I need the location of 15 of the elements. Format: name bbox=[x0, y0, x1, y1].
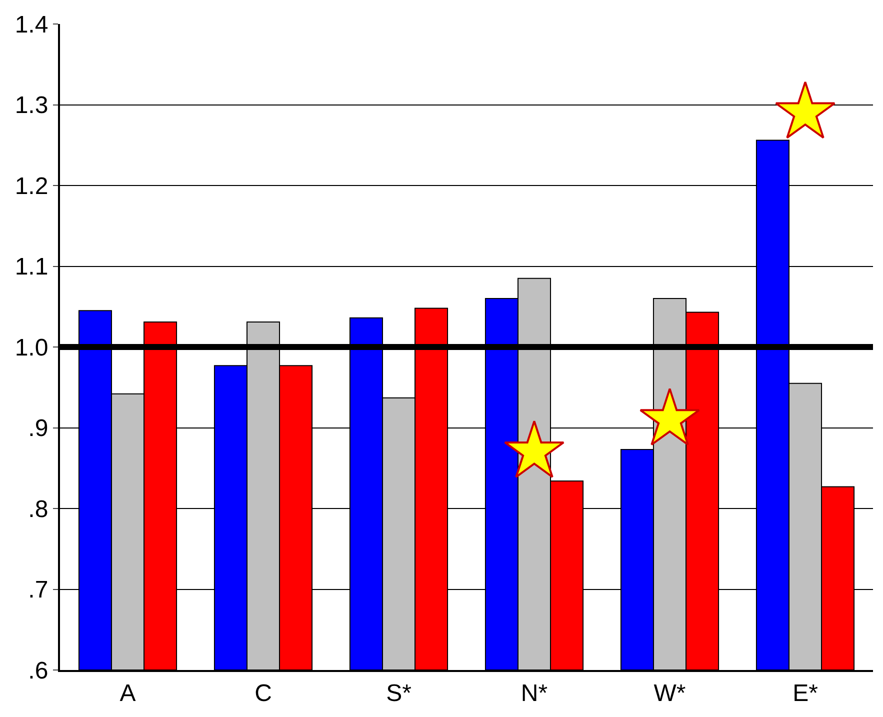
y-tick-label: .8 bbox=[28, 496, 48, 523]
y-tick-label: .7 bbox=[28, 576, 48, 604]
x-tick-label: N* bbox=[520, 680, 548, 707]
x-tick-label: S* bbox=[386, 680, 412, 707]
y-tick-label: 1.0 bbox=[14, 334, 48, 362]
y-tick-label: 1.4 bbox=[14, 11, 48, 38]
y-tick-label: 1.2 bbox=[14, 172, 48, 200]
x-tick-label: A bbox=[120, 680, 136, 707]
y-tick-label: 1.3 bbox=[14, 92, 48, 120]
x-tick-label: W* bbox=[654, 680, 686, 707]
y-tick-label: .9 bbox=[28, 415, 48, 442]
x-tick-label: E* bbox=[792, 680, 818, 707]
x-tick-label: C bbox=[254, 680, 272, 707]
y-tick-label: 1.1 bbox=[14, 254, 48, 281]
y-tick-label: .6 bbox=[28, 657, 48, 684]
